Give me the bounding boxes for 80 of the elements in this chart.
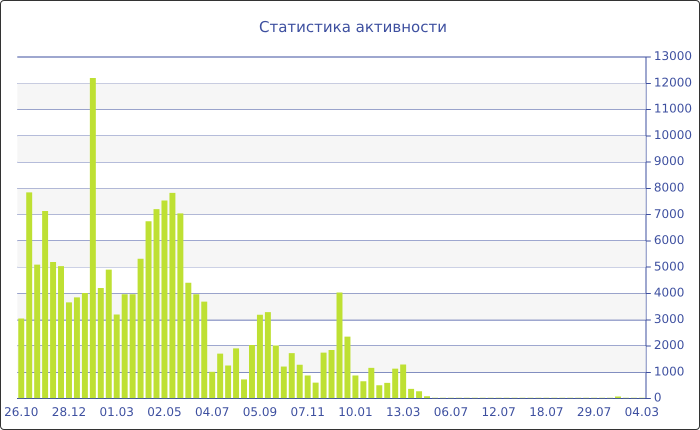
bar [98, 288, 104, 398]
x-tick-label: 18.07 [529, 404, 564, 419]
bar [392, 368, 398, 398]
bar [82, 292, 88, 398]
bar [360, 381, 366, 398]
bar [201, 302, 208, 398]
bar [256, 314, 263, 398]
bar [352, 375, 358, 398]
y-tick-label: 5000 [654, 259, 684, 274]
y-tick-label: 4000 [654, 286, 684, 300]
bar [328, 350, 335, 398]
bar [185, 282, 192, 398]
bar [122, 294, 128, 398]
bar [193, 294, 200, 398]
bar [344, 336, 350, 398]
x-tick-label: 13.03 [386, 404, 420, 419]
bar [42, 210, 48, 398]
y-tick-label: 11000 [654, 102, 692, 116]
bar [336, 292, 342, 398]
bar [169, 192, 176, 398]
x-tick-label: 01.03 [100, 404, 134, 419]
y-tick-label: 9000 [654, 154, 684, 168]
bar [241, 379, 248, 398]
bar [408, 388, 414, 398]
x-tick-label: 12.07 [481, 404, 516, 419]
y-tick-label: 1000 [654, 364, 684, 378]
x-tick-label: 29.07 [576, 404, 612, 419]
bar [280, 366, 287, 398]
bar [177, 213, 184, 398]
chart-title: Статистика активности [259, 18, 447, 36]
bar [416, 391, 422, 398]
bar [368, 368, 374, 398]
y-tick-label: 6000 [654, 233, 684, 248]
y-tick-label: 3000 [654, 312, 684, 326]
x-tick-label: 02.05 [147, 404, 182, 419]
x-tick-label: 26.10 [4, 404, 38, 419]
bar [161, 200, 168, 398]
bar [264, 312, 271, 398]
bar [304, 375, 311, 398]
bar [272, 346, 279, 398]
x-tick-label: 05.09 [242, 404, 278, 419]
bar [26, 192, 32, 398]
x-tick-label: 04.03 [624, 404, 660, 419]
x-tick-label: 04.07 [195, 404, 230, 419]
bar [225, 365, 232, 398]
bar [376, 385, 382, 398]
y-tick-label: 12000 [654, 75, 692, 90]
bar [114, 314, 120, 398]
y-tick-label: 13000 [654, 49, 692, 64]
bar [400, 364, 406, 398]
x-tick-label: 07.11 [290, 404, 325, 419]
bar [34, 264, 40, 398]
bar [312, 382, 319, 398]
bar [154, 209, 160, 398]
bar [90, 78, 96, 398]
bar [209, 372, 216, 398]
bar [106, 270, 112, 398]
bar [18, 318, 24, 398]
y-tick-label: 0 [654, 390, 662, 405]
y-tick-label: 8000 [654, 180, 684, 195]
bar [384, 382, 390, 398]
x-tick-label: 06.07 [434, 404, 468, 419]
x-tick-label: 10.01 [338, 404, 373, 419]
bar [130, 294, 136, 398]
bar [58, 266, 64, 398]
y-tick-label: 2000 [654, 338, 684, 352]
bar [320, 352, 327, 398]
bar [248, 344, 255, 398]
bar [217, 354, 224, 398]
bar [50, 262, 56, 398]
bar [138, 258, 144, 398]
bar [233, 348, 240, 398]
bar [74, 297, 80, 398]
y-tick-label: 10000 [654, 128, 692, 142]
y-tick-label: 7000 [654, 206, 684, 221]
bar [296, 364, 303, 398]
bar [66, 302, 72, 398]
bar [288, 353, 295, 398]
x-tick-label: 28.12 [52, 404, 86, 419]
bar [146, 221, 152, 398]
